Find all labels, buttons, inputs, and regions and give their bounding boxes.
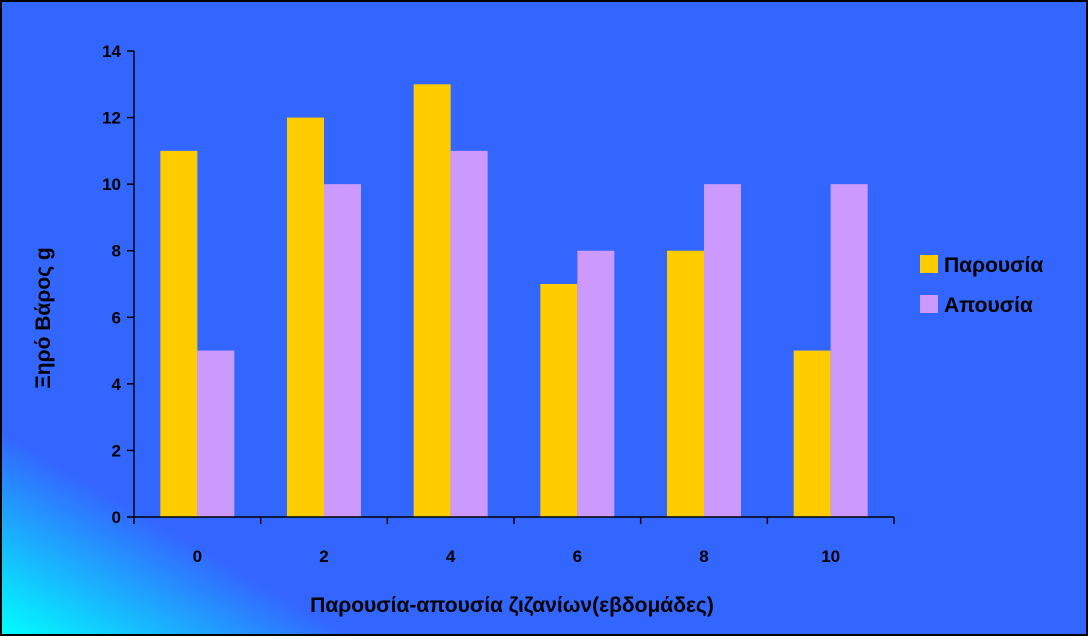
bar-series1-cat-8 [667,250,704,517]
legend-swatch-1 [920,255,938,273]
bar-series2-cat-6 [577,250,615,517]
legend: Παρουσία Απουσία [920,254,1043,317]
x-tick-label: 8 [699,547,708,566]
legend-swatch-2 [920,295,938,313]
y-axis-title: Ξηρό Βάρος g [32,247,55,388]
x-tick-label: 0 [193,547,202,566]
y-tick-label: 4 [112,375,122,394]
y-tick-label: 0 [112,508,121,527]
bar-series1-cat-2 [287,117,324,518]
legend-label-2: Απουσία [944,294,1033,317]
legend-label-1: Παρουσία [944,254,1043,277]
x-tick-label: 6 [573,547,582,566]
y-tick-label: 8 [112,242,121,261]
bar-series1-cat-6 [540,284,578,517]
bar-series1-cat-10 [793,350,831,517]
bar-series1-cat-0 [160,150,198,517]
x-tick-label: 2 [319,547,328,566]
bar-series2-cat-8 [704,184,741,517]
y-tick-label: 14 [102,42,121,61]
bar-series2-cat-0 [197,350,235,517]
bar-series1-cat-4 [413,84,451,518]
bar-series2-cat-10 [830,184,868,517]
y-tick-label: 6 [112,308,121,327]
x-tick-label: 10 [821,547,840,566]
plot-area [160,84,868,518]
x-axis-title: Παρουσία-απουσία ζιζανίων(εβδομάδες) [310,594,714,617]
y-tick-label: 12 [102,109,121,128]
x-tick-label: 4 [446,547,456,566]
bar-series2-cat-2 [324,184,361,517]
axes: 0 2 4 6 8 10 12 14 0 2 4 6 8 10 [102,42,895,566]
y-tick-label: 10 [102,175,121,194]
bar-series2-cat-4 [450,150,488,517]
y-tick-label: 2 [112,441,121,460]
